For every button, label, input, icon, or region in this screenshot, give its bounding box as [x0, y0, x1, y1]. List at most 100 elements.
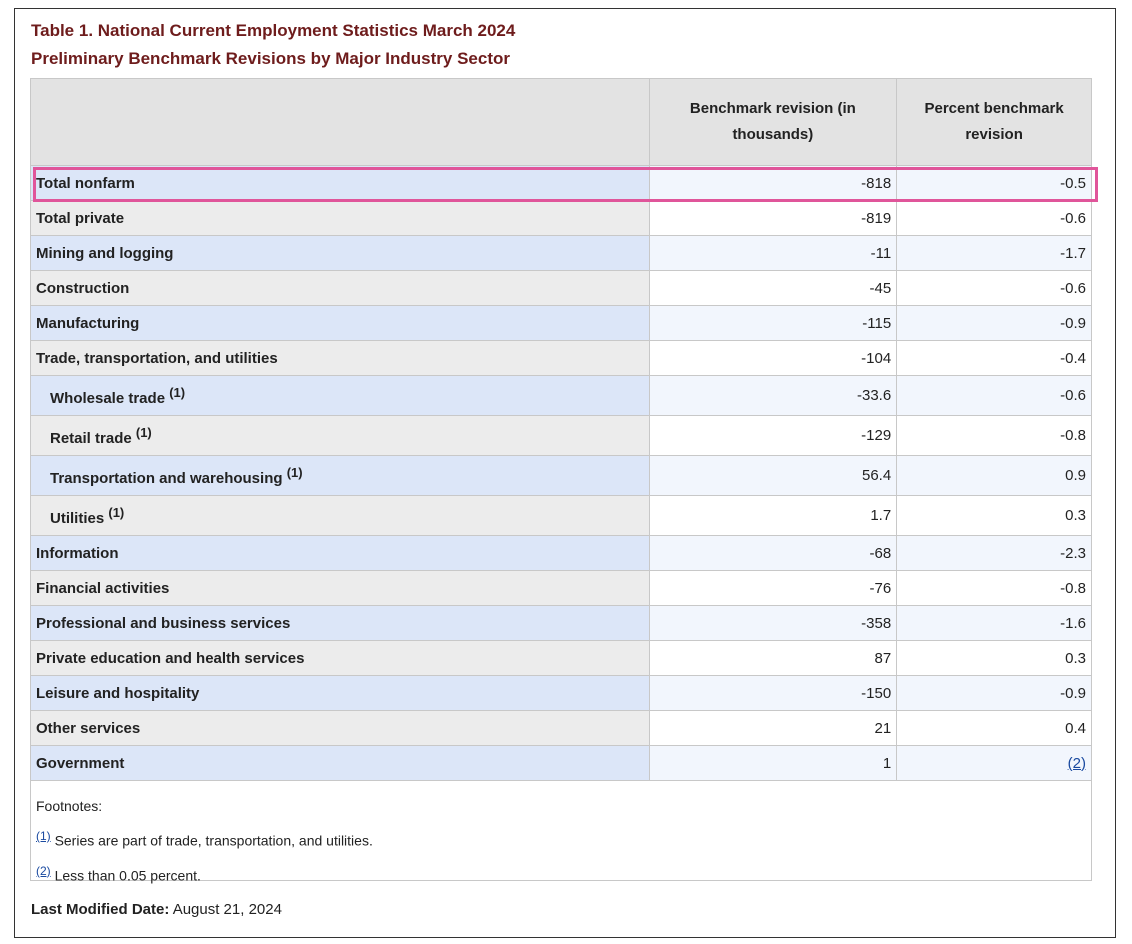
- percent-value: -0.8: [1060, 427, 1086, 444]
- percent-cell: 0.3: [896, 640, 1092, 676]
- footnote-link[interactable]: (2): [1067, 754, 1086, 772]
- table-row: Trade, transportation, and utilities -104…: [30, 340, 1092, 376]
- revision-value: -818: [861, 174, 892, 192]
- footnote-ref: (1): [169, 384, 186, 400]
- table-row: Retail trade (1) -129 -0.8: [30, 415, 1092, 456]
- percent-cell: -0.8: [896, 415, 1092, 456]
- revision-value: -33.6: [857, 387, 892, 404]
- percent-cell: -0.6: [896, 200, 1092, 236]
- row-label: Information: [36, 544, 119, 562]
- footnotes: Footnotes: (1) Series are part of trade,…: [30, 781, 1092, 883]
- footnote-link[interactable]: (2): [36, 863, 51, 878]
- row-label: Other services: [36, 719, 141, 737]
- table-row: Leisure and hospitality -150 -0.9: [30, 675, 1092, 711]
- table-row: Total nonfarm -818 -0.5: [30, 165, 1092, 201]
- row-label: Wholesale trade: [50, 389, 166, 407]
- footnote-ref: (1): [108, 504, 125, 520]
- revision-value: -115: [862, 314, 892, 332]
- percent-value: -0.5: [1060, 174, 1086, 192]
- row-label-cell: Other services: [30, 710, 650, 746]
- revision-value: -45: [869, 279, 892, 297]
- table-row: Transportation and warehousing (1) 56.4 0.…: [30, 455, 1092, 496]
- percent-cell: -0.6: [896, 375, 1092, 416]
- revision-cell: -818: [648, 165, 898, 201]
- footnote-ref: (1): [286, 464, 303, 480]
- row-label-cell: Financial activities: [30, 570, 650, 606]
- header-cell: Percent benchmark revision: [896, 78, 1092, 166]
- revision-cell: -150: [648, 675, 898, 711]
- header-cell: [30, 78, 650, 166]
- revision-value: 87: [874, 649, 892, 667]
- percent-value: -0.6: [1060, 387, 1086, 404]
- revision-value: -150: [861, 684, 892, 702]
- revision-cell: -45: [648, 270, 898, 306]
- percent-cell: (2): [896, 745, 1092, 781]
- revision-cell: 1.7: [648, 495, 898, 536]
- footnotes-heading: Footnotes:: [36, 798, 103, 814]
- row-label-cell: Manufacturing: [30, 305, 650, 341]
- row-label-cell: Transportation and warehousing (1): [30, 455, 650, 496]
- row-label: Private education and health services: [36, 649, 305, 667]
- revision-value: -68: [869, 544, 892, 562]
- table-title: Table 1. National Current Employment Sta…: [31, 21, 516, 40]
- revision-cell: 56.4: [648, 455, 898, 496]
- percent-cell: 0.3: [896, 495, 1092, 536]
- table-row: Utilities (1) 1.7 0.3: [30, 495, 1092, 536]
- percent-cell: 0.9: [896, 455, 1092, 496]
- table-row: Construction -45 -0.6: [30, 270, 1092, 306]
- revision-value: 21: [874, 719, 892, 737]
- revision-value: -104: [861, 349, 892, 367]
- footnote: (2) Less than 0.05 percent.: [36, 856, 1086, 891]
- row-label: Leisure and hospitality: [36, 684, 200, 702]
- percent-value: 0.3: [1065, 649, 1086, 667]
- percent-cell: -0.4: [896, 340, 1092, 376]
- row-label-cell: Total private: [30, 200, 650, 236]
- last-modified: Last Modified Date: August 21, 2024: [31, 901, 282, 918]
- row-label-cell: Wholesale trade (1): [30, 375, 650, 416]
- footnote-text: Less than 0.05 percent.: [54, 867, 201, 884]
- revision-cell: -129: [648, 415, 898, 456]
- table-row: Other services 21 0.4: [30, 710, 1092, 746]
- revision-cell: -358: [648, 605, 898, 641]
- percent-cell: -0.8: [896, 570, 1092, 606]
- row-label: Manufacturing: [36, 314, 140, 332]
- revision-value: -358: [861, 614, 892, 632]
- last-modified-label: Last Modified Date:: [31, 901, 170, 918]
- row-label: Total nonfarm: [36, 174, 135, 192]
- footnote-text: Series are part of trade, transportation…: [54, 832, 373, 849]
- percent-cell: -2.3: [896, 535, 1092, 571]
- revision-cell: -33.6: [648, 375, 898, 416]
- footnote-link[interactable]: (1): [36, 829, 51, 843]
- revision-cell: 1: [648, 745, 898, 781]
- row-label: Transportation and warehousing: [50, 469, 283, 487]
- row-label: Professional and business services: [36, 614, 291, 632]
- table-row: Wholesale trade (1) -33.6 -0.6: [30, 375, 1092, 416]
- row-label-cell: Mining and logging: [30, 235, 650, 271]
- revision-value: 56.4: [862, 467, 892, 484]
- revision-value: -11: [870, 244, 892, 262]
- revision-cell: 21: [648, 710, 898, 746]
- row-label: Trade, transportation, and utilities: [36, 349, 278, 367]
- revision-value: 1.7: [870, 507, 892, 524]
- revision-cell: -115: [648, 305, 898, 341]
- table-row: Professional and business services -358 -1…: [30, 605, 1092, 641]
- table-row: Total private -819 -0.6: [30, 200, 1092, 236]
- last-modified-date: August 21, 2024: [172, 901, 282, 918]
- percent-value: -2.3: [1060, 544, 1086, 562]
- row-label-cell: Utilities (1): [30, 495, 650, 536]
- revision-value: -76: [869, 579, 892, 597]
- table-row: Private education and health services 87 0…: [30, 640, 1092, 676]
- row-label-cell: Government: [30, 745, 650, 781]
- table-row: Government 1 (2): [30, 745, 1092, 781]
- row-label: Utilities: [50, 509, 105, 527]
- percent-value: 0.4: [1065, 719, 1086, 737]
- row-label-cell: Construction: [30, 270, 650, 306]
- row-label-cell: Trade, transportation, and utilities: [30, 340, 650, 376]
- revision-cell: -104: [648, 340, 898, 376]
- row-label-cell: Private education and health services: [30, 640, 650, 676]
- row-label-cell: Retail trade (1): [30, 415, 650, 456]
- table-row: Financial activities -76 -0.8: [30, 570, 1092, 606]
- percent-value: -0.9: [1060, 314, 1086, 332]
- percent-value: -1.7: [1060, 244, 1086, 262]
- percent-cell: -1.7: [896, 235, 1092, 271]
